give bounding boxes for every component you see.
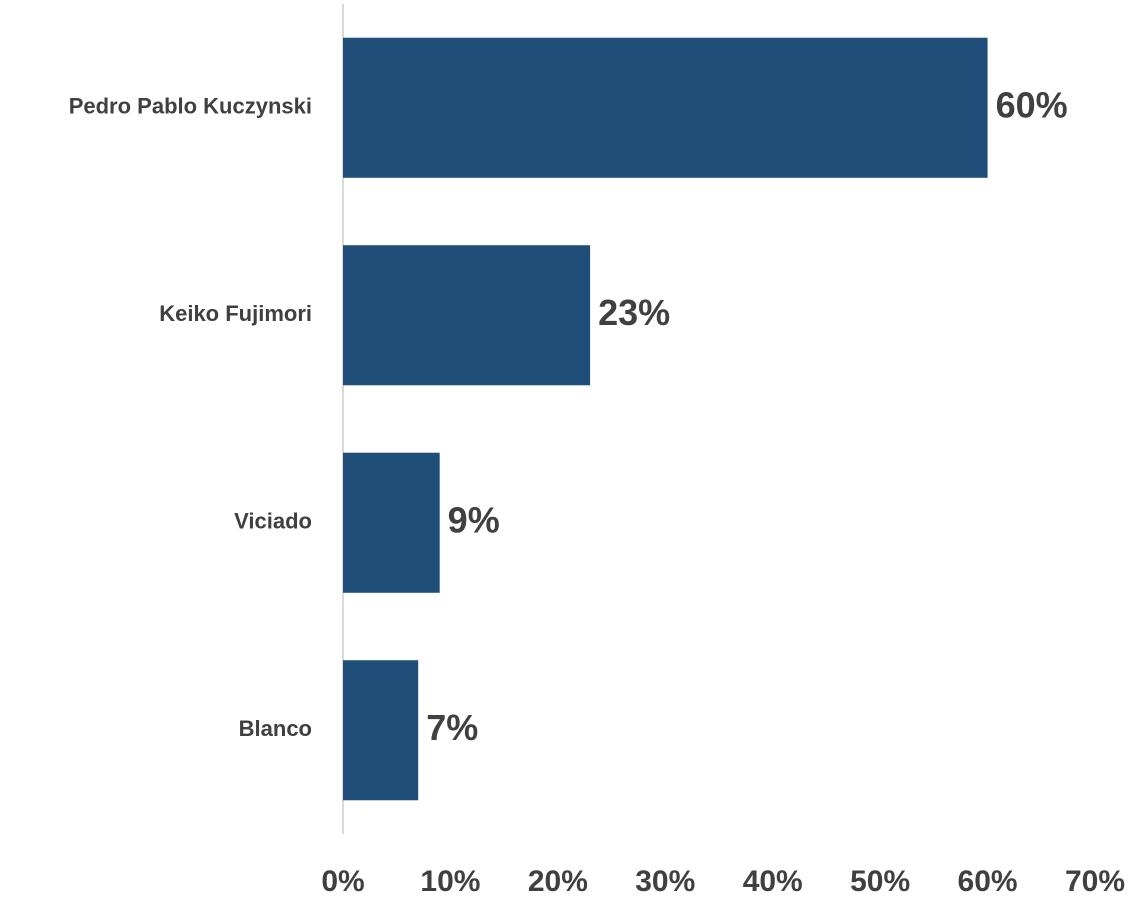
x-tick-label: 0% — [321, 865, 364, 898]
bar — [343, 245, 591, 386]
value-label: 23% — [598, 292, 670, 333]
bar — [343, 452, 440, 593]
bar — [343, 660, 419, 801]
value-label: 9% — [448, 499, 500, 540]
x-tick-label: 50% — [850, 865, 910, 898]
x-tick-label: 40% — [743, 865, 803, 898]
x-tick-label: 30% — [635, 865, 695, 898]
category-label: Blanco — [239, 716, 312, 741]
value-label: 7% — [426, 707, 478, 748]
bar — [343, 37, 988, 178]
category-label: Pedro Pablo Kuczynski — [69, 94, 312, 119]
x-tick-label: 70% — [1065, 865, 1125, 898]
value-label: 60% — [996, 84, 1068, 125]
x-tick-label: 20% — [528, 865, 588, 898]
category-label: Keiko Fujimori — [159, 301, 312, 326]
x-tick-label: 60% — [958, 865, 1018, 898]
category-label: Viciado — [234, 509, 312, 534]
x-tick-label: 10% — [420, 865, 480, 898]
